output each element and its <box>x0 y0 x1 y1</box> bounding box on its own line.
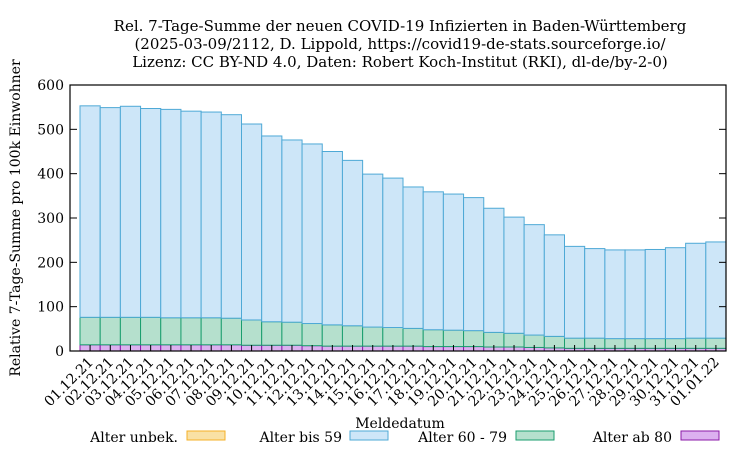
bar-alter-60-79-15.12.21 <box>362 326 384 347</box>
legend-swatch <box>515 430 555 441</box>
x-axis-label: Meldedatum <box>355 416 445 432</box>
bar-alter-bis-59-12.12.21 <box>301 143 323 325</box>
bar-alter-bis-59-27.12.21 <box>604 249 626 340</box>
bar-alter-bis-59-13.12.21 <box>321 151 343 326</box>
bar-alter-bis-59-22.12.21 <box>503 216 525 334</box>
bar-alter-bis-59-29.12.21 <box>644 248 666 340</box>
bar-alter-60-79-18.12.21 <box>422 329 444 348</box>
bar-alter-60-79-20.12.21 <box>463 330 485 348</box>
y-tick-label: 100 <box>37 300 64 316</box>
bar-alter-bis-59-21.12.21 <box>483 207 505 333</box>
y-axis-label: Relative 7-Tage-Summe pro 100k Einwohner <box>8 59 24 377</box>
bar-alter-bis-59-17.12.21 <box>402 186 424 329</box>
bar-alter-bis-59-23.12.21 <box>523 224 545 336</box>
legend-label: Alter ab 80 <box>592 430 672 446</box>
bar-alter-bis-59-16.12.21 <box>382 177 404 328</box>
bar-alter-bis-59-30.12.21 <box>664 247 687 340</box>
bar-alter-bis-59-03.12.21 <box>119 105 142 318</box>
bar-alter-60-79-22.12.21 <box>503 332 525 348</box>
bar-alter-60-79-11.12.21 <box>281 321 303 346</box>
bar-alter-60-79-02.12.21 <box>99 316 121 346</box>
bar-alter-60-79-07.12.21 <box>200 317 222 346</box>
bar-alter-60-79-06.12.21 <box>180 317 202 346</box>
bar-alter-60-79-14.12.21 <box>341 325 364 347</box>
bar-alter-bis-59-18.12.21 <box>422 191 444 331</box>
x-axis: 01.12.2102.12.2103.12.2104.12.2105.12.21… <box>42 345 723 410</box>
bar-alter-60-79-21.12.21 <box>483 331 505 348</box>
legend-swatch <box>349 430 389 441</box>
bar-alter-bis-59-19.12.21 <box>442 193 465 331</box>
y-axis: 0 100 200 300 400 500 600 <box>37 78 726 360</box>
bar-alter-60-79-01.12.21 <box>79 316 101 346</box>
bar-alter-bis-59-10.12.21 <box>261 135 283 323</box>
bar-alter-60-79-09.12.21 <box>241 319 263 346</box>
bar-alter-bis-59-09.12.21 <box>241 123 263 321</box>
bar-alter-bis-59-20.12.21 <box>463 197 485 332</box>
bars-layer <box>79 105 727 352</box>
bar-alter-bis-59-11.12.21 <box>281 139 303 323</box>
bar-alter-60-79-05.12.21 <box>160 317 182 346</box>
bar-alter-60-79-04.12.21 <box>140 316 162 346</box>
bar-alter-bis-59-01.01.22 <box>705 241 727 339</box>
bar-alter-bis-59-05.12.21 <box>160 108 182 319</box>
plot-frame <box>69 84 727 352</box>
chart-title-line-1: Rel. 7-Tage-Summe der neuen COVID-19 Inf… <box>114 17 687 35</box>
y-tick-label: 200 <box>37 255 64 271</box>
y-tick-label: 0 <box>55 344 64 360</box>
bar-alter-bis-59-26.12.21 <box>584 248 606 339</box>
y-tick-label: 400 <box>37 167 64 183</box>
bar-alter-bis-59-02.12.21 <box>99 107 121 318</box>
bar-alter-bis-59-24.12.21 <box>543 234 565 337</box>
bar-alter-bis-59-15.12.21 <box>362 173 384 328</box>
y-tick-label: 500 <box>37 122 64 138</box>
bar-alter-60-79-17.12.21 <box>402 327 424 347</box>
bar-alter-60-79-03.12.21 <box>119 316 142 346</box>
y-tick-label: 300 <box>37 211 64 227</box>
bar-alter-bis-59-06.12.21 <box>180 110 202 319</box>
bar-alter-60-79-19.12.21 <box>442 329 465 348</box>
bar-alter-60-79-12.12.21 <box>301 323 323 347</box>
bar-alter-60-79-16.12.21 <box>382 327 404 347</box>
bar-alter-bis-59-08.12.21 <box>220 114 242 319</box>
bar-alter-bis-59-28.12.21 <box>624 249 646 340</box>
legend-swatch <box>186 430 226 441</box>
bar-alter-bis-59-31.12.21 <box>685 242 707 339</box>
legend-label: Alter bis 59 <box>258 430 342 446</box>
bar-alter-60-79-10.12.21 <box>261 321 283 346</box>
chart-title-line-2: (2025-03-09/2112, D. Lippold, https://co… <box>134 35 666 53</box>
bar-alter-60-79-13.12.21 <box>321 324 343 347</box>
y-tick-label: 600 <box>37 78 64 94</box>
legend-swatch <box>680 430 720 441</box>
bar-alter-bis-59-01.12.21 <box>79 105 101 318</box>
bar-alter-60-79-08.12.21 <box>220 317 242 346</box>
bar-alter-bis-59-25.12.21 <box>564 245 586 339</box>
legend: Alter unbek. Alter bis 59 Alter 60 - 79 Alt… <box>89 430 720 446</box>
bar-alter-bis-59-14.12.21 <box>341 159 364 327</box>
bar-alter-bis-59-07.12.21 <box>200 111 222 319</box>
chart-title-line-3: Lizenz: CC BY-ND 4.0, Daten: Robert Koch… <box>132 53 668 71</box>
legend-label: Alter unbek. <box>89 430 178 446</box>
bar-alter-bis-59-04.12.21 <box>140 108 162 318</box>
legend-label: Alter 60 - 79 <box>417 430 507 446</box>
